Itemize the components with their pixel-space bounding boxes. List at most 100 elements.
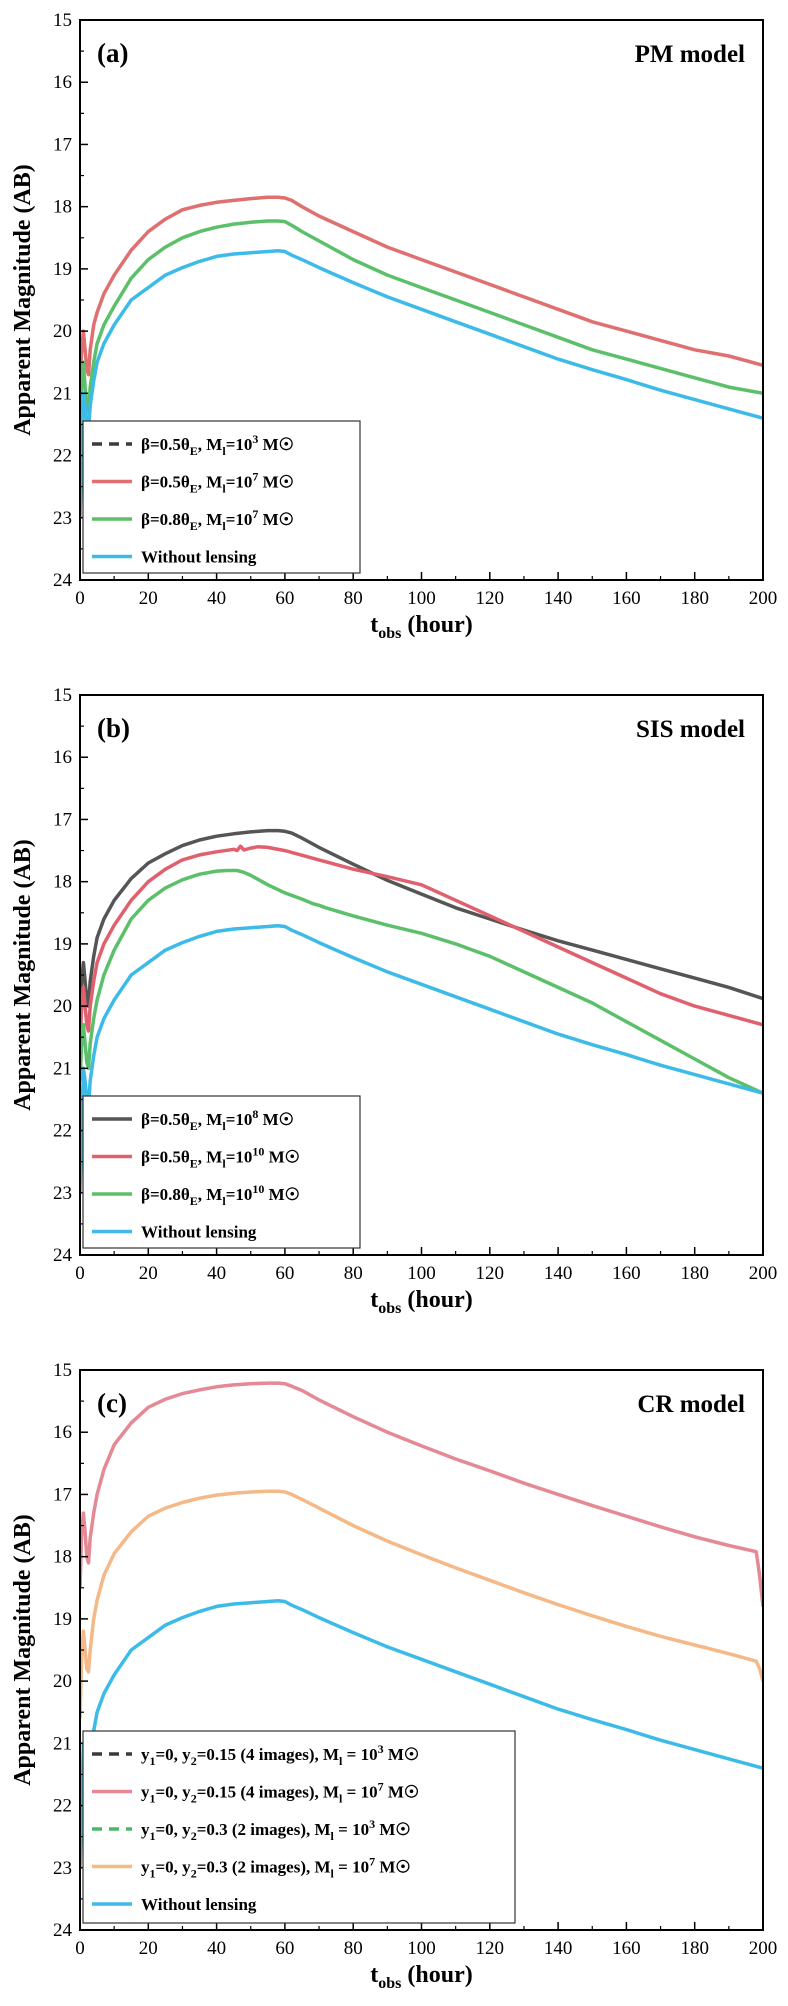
series-line-2	[80, 1381, 763, 1607]
panel-c: 0 20 40 60 80 100 120 140 160 180 2001516171819202…	[10, 1360, 777, 1992]
legend-text-segment: 1	[150, 1754, 156, 1768]
y-tick-label: 17	[53, 1484, 72, 1505]
x-tick-label: 0	[75, 1938, 85, 1959]
legend-text-segment: 3	[378, 1742, 384, 1756]
x-label-sub: obs	[378, 1975, 401, 1992]
y-tick-label: 19	[53, 1609, 72, 1630]
legend-text-segment: 7	[252, 507, 258, 521]
series-line-4	[80, 249, 763, 518]
legend: β=0.5θE, Ml=108 M☉β=0.5θE, Ml=1010 M☉β=0…	[82, 1095, 361, 1249]
series-line-2	[80, 195, 763, 381]
legend-text-segment: M☉	[375, 1820, 411, 1839]
x-tick-label: 80	[344, 588, 363, 609]
x-tick-label: 200	[749, 588, 778, 609]
legend-box	[82, 420, 361, 574]
legend-text-segment: = 10	[342, 1783, 377, 1802]
legend-label-1: y1=0, y2=0.15 (4 images), Ml = 103 M☉	[141, 1742, 419, 1768]
legend-box	[82, 1730, 516, 1924]
y-tick-label: 24	[53, 1920, 73, 1941]
x-tick-label: 180	[680, 588, 709, 609]
y-tick-label: 17	[53, 134, 72, 155]
legend-label-3: β=0.8θE, Ml=107 M☉	[141, 507, 294, 533]
legend-text-segment: =10	[226, 1110, 253, 1129]
x-tick-label: 180	[680, 1263, 709, 1284]
y-tick-label: 23	[53, 1183, 72, 1204]
x-tick-label: 100	[407, 1263, 436, 1284]
x-tick-label: 20	[139, 1938, 158, 1959]
x-label-unit: (hour)	[401, 1962, 472, 1988]
legend-text-segment: =0, y	[156, 1783, 192, 1802]
y-tick-label: 16	[53, 72, 72, 93]
x-tick-label: 120	[476, 588, 505, 609]
legend-text-segment: y	[141, 1783, 150, 1802]
legend: β=0.5θE, Ml=103 M☉β=0.5θE, Ml=107 M☉β=0.…	[82, 420, 361, 574]
panel-label: (b)	[97, 713, 130, 743]
x-tick-label: 40	[207, 1263, 226, 1284]
legend-text-segment: 10	[252, 1145, 264, 1159]
x-tick-label: 160	[612, 1263, 641, 1284]
y-tick-label: 21	[53, 383, 72, 404]
legend-text-segment: =0.3 (2 images), M	[197, 1858, 331, 1877]
y-tick-label: 17	[53, 809, 72, 830]
legend-text-segment: =10	[226, 1185, 253, 1204]
legend-text-segment: M☉	[258, 510, 294, 529]
x-label-main: t	[370, 1287, 378, 1313]
legend-label-1: β=0.5θE, Ml=103 M☉	[141, 432, 294, 458]
legend-text-segment: = 10	[342, 1745, 377, 1764]
y-tick-label: 23	[53, 508, 72, 529]
legend-text-segment: =10	[226, 1148, 253, 1167]
legend-text-segment: l	[222, 1194, 226, 1208]
y-tick-label: 23	[53, 1858, 72, 1879]
legend-text-segment: =0.15 (4 images), M	[197, 1783, 339, 1802]
legend-text-segment: E	[190, 1157, 198, 1171]
legend-text-segment: =0.3 (2 images), M	[197, 1820, 331, 1839]
x-axis-label: tobs (hour)	[370, 1962, 472, 1992]
legend-text-segment: M☉	[375, 1858, 411, 1877]
legend-label-3: β=0.8θE, Ml=1010 M☉	[141, 1182, 300, 1208]
x-tick-label: 120	[476, 1938, 505, 1959]
legend-text-segment: 10	[252, 1182, 264, 1196]
legend-text-segment: l	[339, 1754, 343, 1768]
y-tick-label: 18	[53, 197, 72, 218]
legend-text-segment: β=0.8θ	[141, 1185, 190, 1204]
legend-text-segment: β=0.5θ	[141, 1148, 190, 1167]
legend-text-segment: l	[222, 1119, 226, 1133]
x-label-unit: (hour)	[401, 1287, 472, 1313]
y-tick-label: 15	[53, 685, 72, 706]
legend-text-segment: =10	[226, 435, 253, 454]
legend-text-segment: 7	[369, 1855, 375, 1869]
series-line-3	[80, 868, 763, 1095]
x-tick-label: 0	[75, 588, 85, 609]
legend-label-4: y1=0, y2=0.3 (2 images), Ml = 107 M☉	[141, 1855, 411, 1881]
legend-text-segment: 7	[252, 470, 258, 484]
x-tick-label: 200	[749, 1938, 778, 1959]
x-label-main: t	[370, 612, 378, 638]
x-axis-label: tobs (hour)	[370, 1287, 472, 1317]
legend-text-segment: Without lensing	[141, 548, 257, 567]
legend-text-segment: M☉	[258, 473, 294, 492]
chart-title: SIS model	[636, 716, 745, 743]
legend-text-segment: 2	[191, 1867, 197, 1881]
series-line-1	[80, 828, 763, 1019]
legend-text-segment: l	[331, 1829, 335, 1843]
chart-title: PM model	[635, 41, 745, 68]
chart-title: CR model	[637, 1391, 745, 1418]
legend-text-segment: 1	[150, 1829, 156, 1843]
y-tick-label: 19	[53, 934, 72, 955]
legend-text-segment: 8	[252, 1107, 258, 1121]
x-tick-label: 180	[680, 1938, 709, 1959]
legend-text-segment: 3	[369, 1817, 375, 1831]
x-tick-label: 100	[407, 1938, 436, 1959]
x-tick-label: 20	[139, 588, 158, 609]
legend-text-segment: E	[190, 1194, 198, 1208]
y-tick-label: 15	[53, 10, 72, 31]
y-tick-label: 20	[53, 996, 72, 1017]
y-tick-label: 16	[53, 747, 72, 768]
legend-text-segment: l	[331, 1867, 335, 1881]
legend-text-segment: M☉	[264, 1185, 300, 1204]
legend-text-segment: = 10	[334, 1858, 369, 1877]
legend-text-segment: M☉	[258, 1110, 294, 1129]
legend-text-segment: , M	[198, 1148, 223, 1167]
x-tick-label: 140	[544, 588, 573, 609]
series-line-4	[80, 1489, 763, 1719]
